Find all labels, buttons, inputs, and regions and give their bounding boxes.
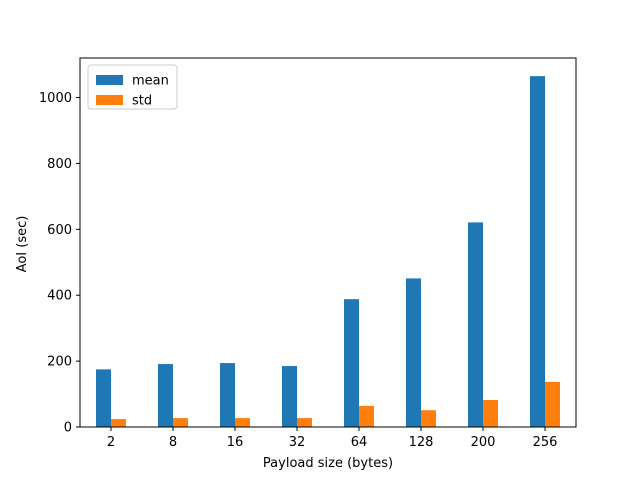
x-tick-label: 256 (533, 435, 558, 450)
bar-std-64 (359, 405, 374, 427)
x-tick-label: 16 (227, 435, 244, 450)
x-tick-label: 128 (409, 435, 434, 450)
bar-mean-8 (158, 364, 173, 427)
axes-layer: 2 8 16 32 64 128 200 256 0 200 400 600 800 1000 (39, 57, 577, 450)
x-tick-label: 2 (107, 435, 115, 450)
y-tick-label: 200 (47, 355, 72, 370)
bar-std-128 (421, 410, 436, 427)
legend-swatch-std (96, 95, 123, 105)
legend-swatch-mean (96, 75, 123, 85)
x-tick-label: 64 (351, 435, 368, 450)
bar-std-8 (173, 418, 188, 427)
y-tick-label: 400 (47, 289, 72, 304)
bar-mean-128 (406, 278, 421, 427)
legend-label-mean: mean (132, 74, 169, 89)
bar-mean-64 (344, 299, 359, 427)
bar-std-256 (545, 381, 560, 427)
bar-std-2 (111, 419, 126, 427)
y-tick-label: 600 (47, 223, 72, 238)
y-tick-label: 0 (64, 421, 72, 436)
y-tick-label: 800 (47, 157, 72, 172)
x-tick-label: 32 (289, 435, 306, 450)
bar-std-200 (483, 399, 498, 427)
bar-mean-16 (220, 363, 235, 427)
plot-frame (79, 57, 577, 428)
bar-mean-256 (530, 76, 545, 427)
legend: mean std (87, 64, 178, 110)
y-axis-label: AoI (sec) (15, 216, 30, 273)
x-tick-label: 8 (169, 435, 177, 450)
bar-mean-200 (468, 222, 483, 427)
legend-label-std: std (132, 94, 152, 109)
x-axis-label: Payload size (bytes) (263, 456, 393, 471)
x-tick-label: 200 (471, 435, 496, 450)
y-tick-label: 1000 (39, 91, 72, 106)
bar-mean-2 (96, 369, 111, 427)
bars-layer (96, 76, 560, 427)
bar-std-16 (235, 418, 250, 427)
bar-std-32 (297, 418, 312, 427)
bar-mean-32 (282, 366, 297, 427)
